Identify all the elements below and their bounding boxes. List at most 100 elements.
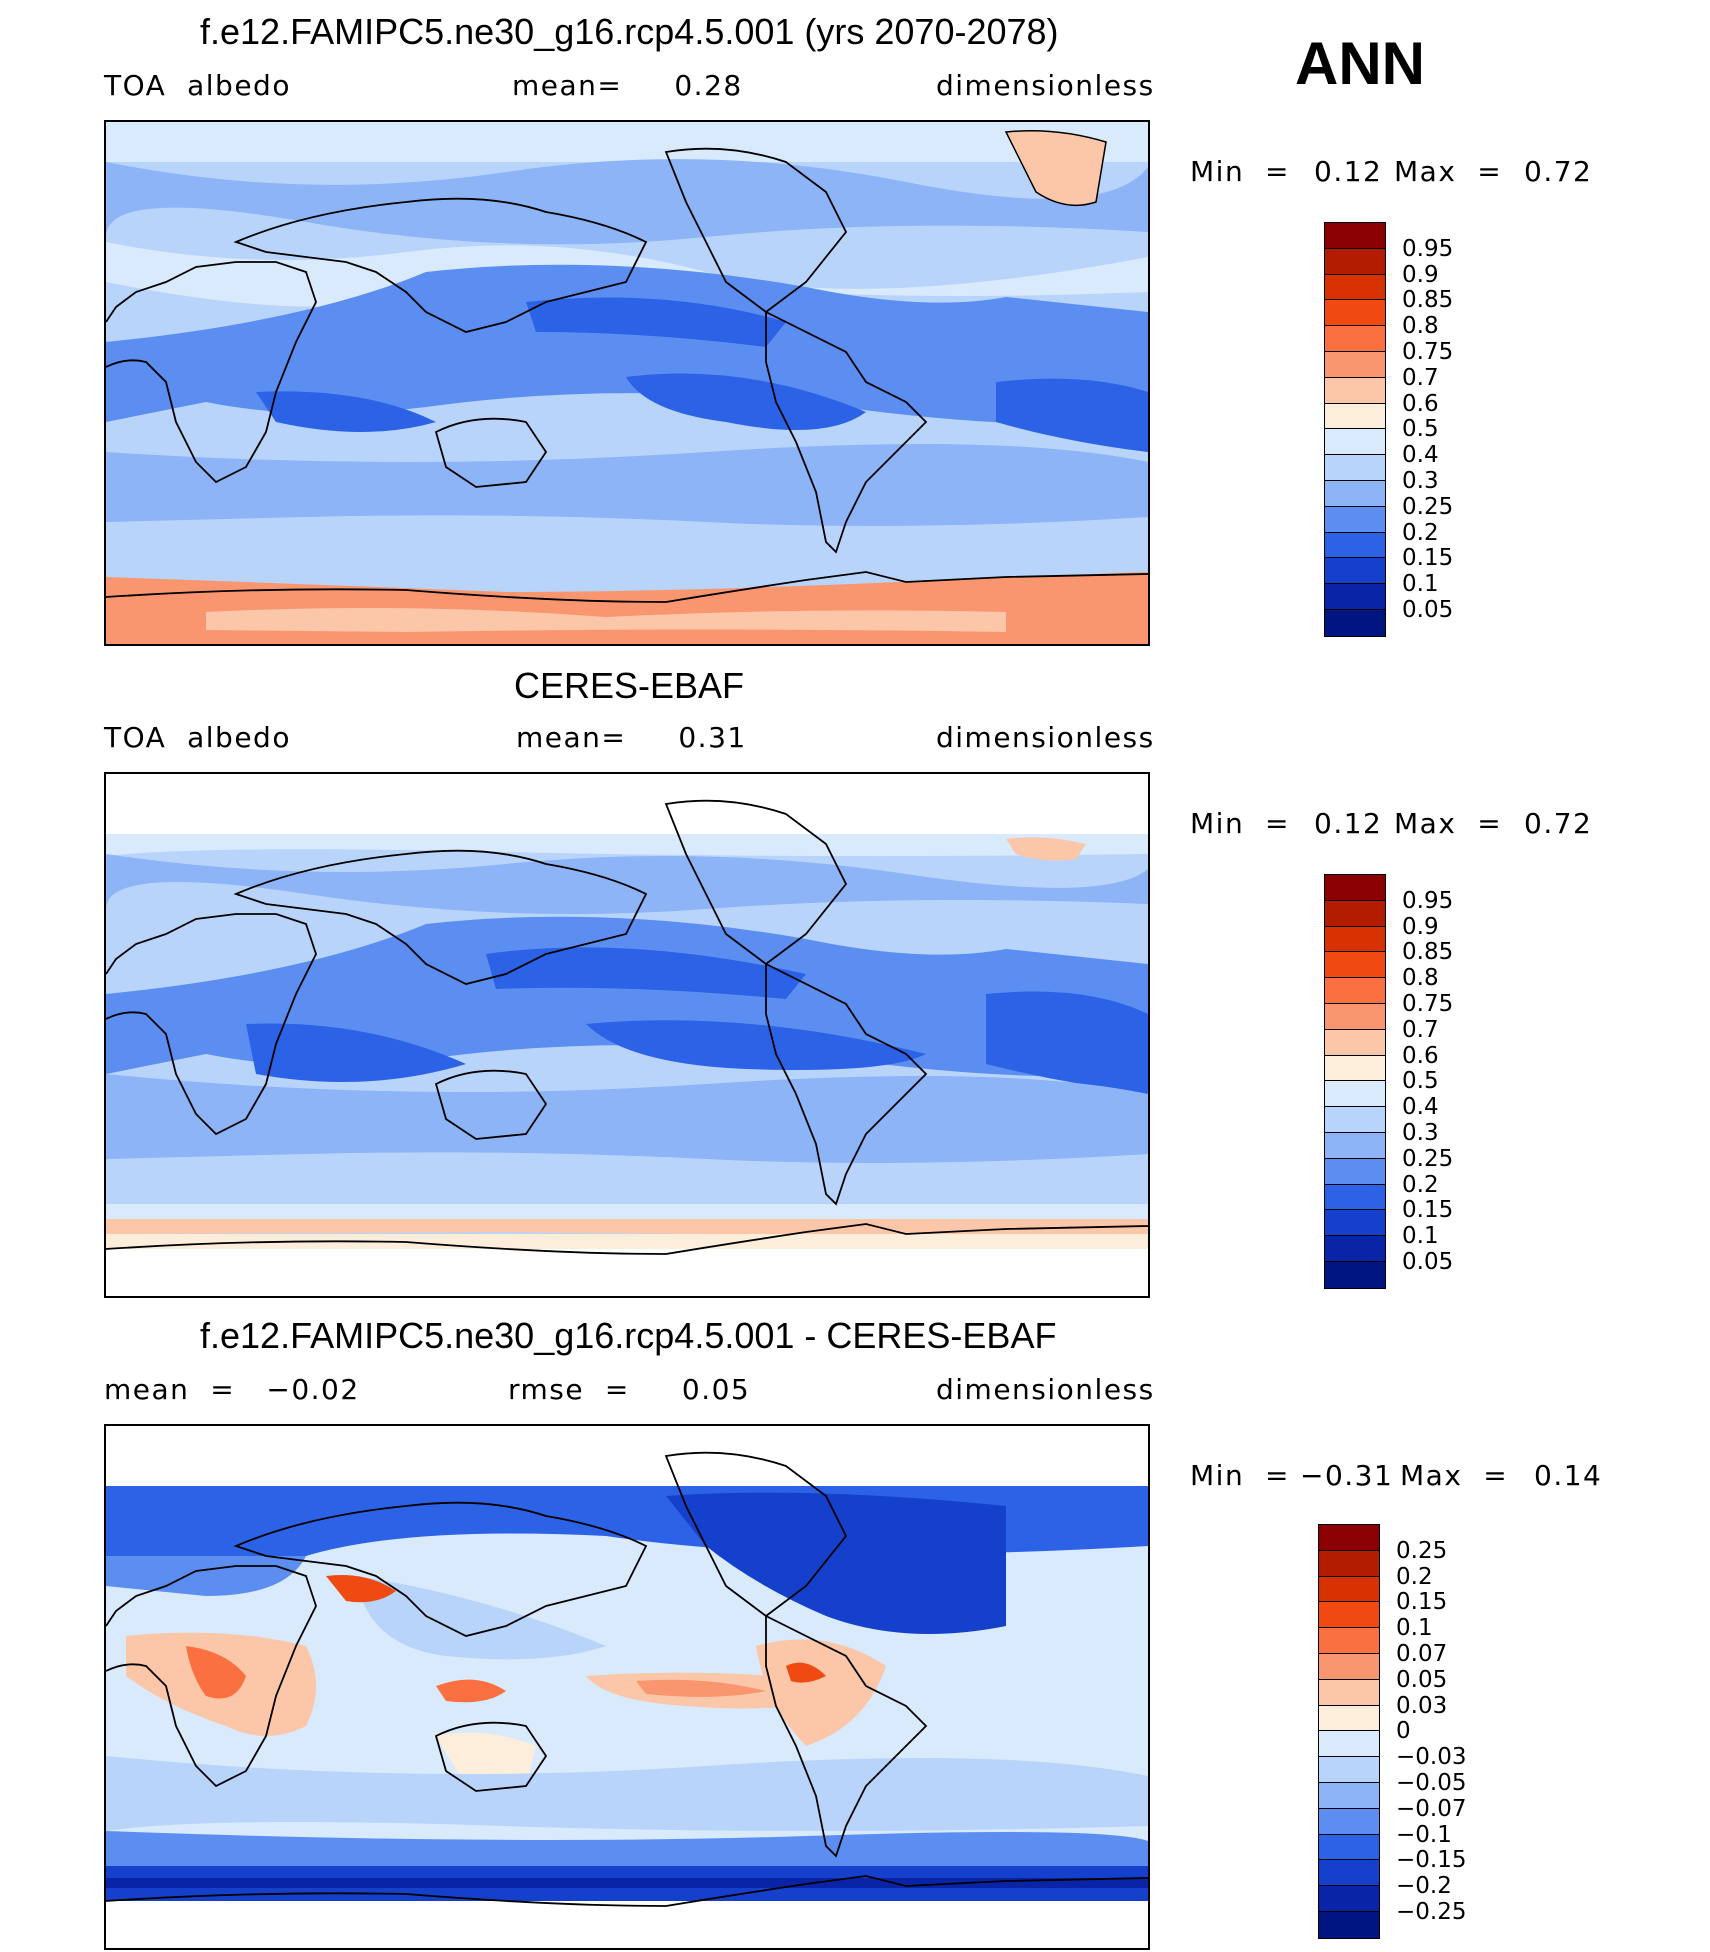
colorbar-swatch bbox=[1325, 300, 1385, 327]
colorbar-tick-label: 0.95 bbox=[1402, 235, 1454, 262]
panel-2-units: dimensionless bbox=[936, 721, 1155, 754]
colorbar-boxes bbox=[1318, 1524, 1380, 1939]
colorbar-tick-label: 0.6 bbox=[1402, 390, 1439, 417]
panel-3-title: f.e12.FAMIPC5.ne30_g16.rcp4.5.001 - CERE… bbox=[200, 1315, 1057, 1356]
panel-3-mean: mean = −0.02 bbox=[104, 1373, 360, 1406]
colorbar-swatch bbox=[1325, 455, 1385, 481]
colorbar-tick-label: 0.15 bbox=[1396, 1589, 1448, 1616]
colorbar-tick-label: 0.2 bbox=[1402, 519, 1439, 546]
colorbar-swatch bbox=[1319, 1705, 1379, 1732]
colorbar-swatch bbox=[1325, 1236, 1385, 1262]
panel-2-mean: mean= 0.31 bbox=[516, 721, 747, 754]
panel-1-max-value: 0.72 bbox=[1524, 155, 1593, 188]
colorbar-tick-label: 0.95 bbox=[1402, 887, 1454, 914]
colorbar-tick-label: 0.75 bbox=[1402, 339, 1454, 365]
colorbar-swatch bbox=[1319, 1602, 1379, 1629]
colorbar-tick-label: −0.1 bbox=[1396, 1821, 1452, 1848]
colorbar-swatch bbox=[1325, 609, 1385, 636]
colorbar-tick-label: 0.25 bbox=[1402, 1145, 1454, 1172]
colorbar-tick-label: 0.85 bbox=[1402, 939, 1454, 966]
season-label: ANN bbox=[1295, 30, 1425, 97]
colorbar-tick-label: −0.25 bbox=[1396, 1899, 1467, 1925]
panel-1-min-value: 0.12 bbox=[1314, 155, 1383, 188]
panel-1-max-label: Max = bbox=[1394, 155, 1503, 188]
panel-2-map-svg bbox=[106, 774, 1148, 1296]
colorbar-tick-label: 0.15 bbox=[1402, 1197, 1454, 1224]
colorbar-swatch bbox=[1325, 584, 1385, 610]
colorbar-tick-label: 0.1 bbox=[1396, 1615, 1433, 1642]
colorbar-tick-label: 0.4 bbox=[1402, 1094, 1439, 1121]
colorbar-swatch bbox=[1325, 377, 1385, 404]
colorbar-tick-label: −0.07 bbox=[1396, 1795, 1467, 1822]
colorbar-swatch bbox=[1325, 480, 1385, 507]
colorbar-swatch bbox=[1325, 403, 1385, 430]
colorbar-swatch bbox=[1325, 351, 1385, 378]
colorbar-tick-label: 0.85 bbox=[1402, 287, 1454, 314]
colorbar-tick-label: −0.05 bbox=[1396, 1770, 1467, 1796]
colorbar-swatch bbox=[1325, 978, 1385, 1004]
colorbar-boxes bbox=[1324, 222, 1386, 637]
colorbar-swatch bbox=[1325, 223, 1385, 249]
panel-3-map-svg bbox=[106, 1426, 1148, 1948]
colorbar-swatch bbox=[1325, 875, 1385, 901]
colorbar-swatch bbox=[1325, 1261, 1385, 1288]
colorbar-swatch bbox=[1325, 326, 1385, 352]
colorbar-swatch bbox=[1319, 1525, 1379, 1551]
colorbar-tick-label: 0.9 bbox=[1402, 913, 1439, 940]
colorbar-tick-label: 0.5 bbox=[1402, 416, 1439, 443]
panel-3-units: dimensionless bbox=[936, 1373, 1155, 1406]
colorbar-tick-label: 0.05 bbox=[1402, 597, 1454, 623]
colorbar-tick-label: 0.25 bbox=[1402, 493, 1454, 520]
colorbar-tick-label: 0.1 bbox=[1402, 571, 1439, 598]
colorbar-tick-label: −0.03 bbox=[1396, 1744, 1467, 1771]
colorbar-tick-label: 0 bbox=[1396, 1718, 1411, 1745]
colorbar-tick-label: 0.5 bbox=[1402, 1068, 1439, 1095]
colorbar-swatch bbox=[1325, 1107, 1385, 1133]
colorbar-tick-label: 0.6 bbox=[1402, 1042, 1439, 1069]
panel-1-units: dimensionless bbox=[936, 69, 1155, 102]
colorbar-tick-label: 0.05 bbox=[1402, 1249, 1454, 1275]
colorbar-swatch bbox=[1319, 1550, 1379, 1577]
panel-3-map bbox=[104, 1424, 1150, 1950]
panel-3-max-label: Max = bbox=[1400, 1459, 1509, 1492]
colorbar-swatch bbox=[1319, 1679, 1379, 1706]
colorbar-swatch bbox=[1319, 1628, 1379, 1654]
colorbar-tick-label: 0.4 bbox=[1402, 442, 1439, 469]
colorbar-swatch bbox=[1319, 1782, 1379, 1809]
panel-2-max-label: Max = bbox=[1394, 807, 1503, 840]
colorbar-swatch bbox=[1325, 1210, 1385, 1237]
colorbar-boxes bbox=[1324, 874, 1386, 1289]
panel-1-mean: mean= 0.28 bbox=[512, 69, 743, 102]
colorbar-swatch bbox=[1319, 1886, 1379, 1912]
colorbar-tick-label: 0.07 bbox=[1396, 1641, 1448, 1667]
colorbar-swatch bbox=[1325, 558, 1385, 585]
colorbar-swatch bbox=[1325, 532, 1385, 559]
colorbar-tick-label: −0.2 bbox=[1396, 1873, 1452, 1900]
colorbar-tick-label: 0.3 bbox=[1402, 468, 1439, 494]
colorbar-swatch bbox=[1319, 1911, 1379, 1938]
colorbar-tick-label: 0.8 bbox=[1402, 313, 1439, 340]
panel-2-map bbox=[104, 772, 1150, 1298]
colorbar-swatch bbox=[1325, 248, 1385, 275]
colorbar-swatch bbox=[1319, 1653, 1379, 1680]
colorbar-swatch bbox=[1319, 1834, 1379, 1861]
panel-3-min-label: Min = bbox=[1190, 1459, 1290, 1492]
panel-3-rmse: rmse = 0.05 bbox=[508, 1373, 751, 1406]
panel-3-max-value: 0.14 bbox=[1534, 1459, 1603, 1492]
colorbar-tick-label: 0.75 bbox=[1402, 991, 1454, 1017]
panel-1-min-label: Min = bbox=[1190, 155, 1290, 188]
panel-2-min-label: Min = bbox=[1190, 807, 1290, 840]
colorbar-tick-label: 0.1 bbox=[1402, 1223, 1439, 1250]
colorbar-swatch bbox=[1325, 506, 1385, 533]
colorbar-tick-label: 0.7 bbox=[1402, 364, 1439, 391]
colorbar-swatch bbox=[1325, 429, 1385, 456]
colorbar-tick-label: 0.03 bbox=[1396, 1692, 1448, 1719]
panel-2-variable: TOA albedo bbox=[104, 721, 291, 754]
colorbar-tick-label: 0.2 bbox=[1402, 1171, 1439, 1198]
colorbar-swatch bbox=[1325, 952, 1385, 979]
colorbar-swatch bbox=[1319, 1860, 1379, 1887]
panel-1-map bbox=[104, 120, 1150, 646]
colorbar-swatch bbox=[1325, 926, 1385, 953]
panel-1-map-svg bbox=[106, 122, 1148, 644]
colorbar-swatch bbox=[1325, 1184, 1385, 1211]
